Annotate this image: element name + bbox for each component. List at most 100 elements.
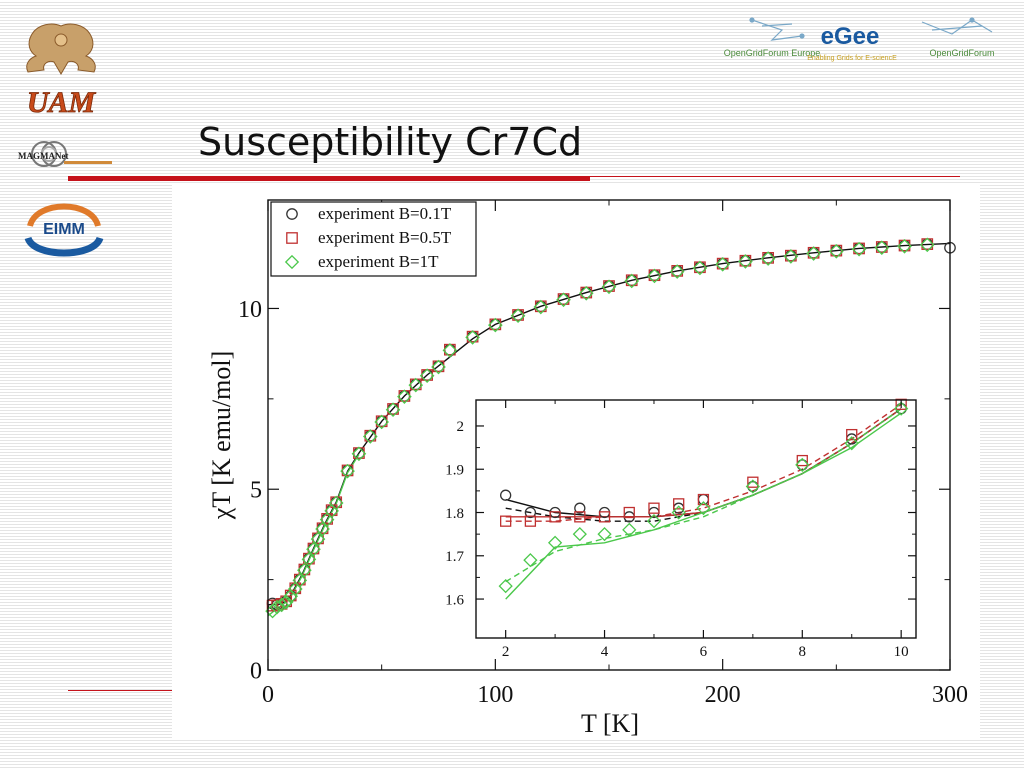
- inset-point-square: [796, 454, 808, 467]
- inset-point-diamond: [671, 505, 686, 520]
- inset-fit-curve-4: [505, 412, 902, 600]
- main-point-diamond: [431, 359, 446, 375]
- footer-rule: [68, 690, 172, 691]
- main-point-diamond: [328, 495, 344, 511]
- main-point-diamond: [306, 541, 321, 557]
- legend-marker-square: [286, 232, 298, 244]
- main-point-diamond: [301, 552, 317, 567]
- eimm-logo-text: EIMM: [43, 221, 85, 238]
- main-point-diamond: [738, 254, 753, 269]
- magmanet-logo: MAGMANet: [18, 141, 112, 167]
- inset-point-diamond: [646, 514, 662, 529]
- inset-point-square: [598, 511, 611, 523]
- inset-point-square: [697, 493, 710, 506]
- main-point-diamond: [419, 368, 435, 384]
- susceptibility-chart: 0 100 200 300 0 5 10 T [K] χT [K emu/mol] experim…: [207, 199, 968, 738]
- main-point-diamond: [601, 279, 617, 295]
- main-x-tick-label: 0: [262, 682, 274, 708]
- main-point-diamond: [278, 594, 294, 610]
- ogf-europe-text: OpenGridForum Europe: [724, 48, 821, 58]
- inset-point-square: [673, 498, 685, 510]
- slide-title: Susceptibility Cr7Cd: [198, 120, 583, 164]
- inset-point-diamond: [745, 479, 760, 494]
- main-point-diamond: [488, 317, 503, 333]
- inset-x-tick-label: 10: [894, 644, 909, 660]
- main-point-diamond: [783, 249, 799, 264]
- main-point-diamond: [351, 446, 367, 462]
- chart-panel: 0 100 200 300 0 5 10 T [K] χT [K emu/mol] experim…: [172, 184, 980, 738]
- main-point-diamond: [669, 264, 685, 279]
- main-point-diamond: [851, 241, 867, 257]
- eimm-orange-arc-icon: [27, 203, 101, 228]
- inset-point-square: [846, 428, 858, 441]
- eimm-logo: EIMM: [24, 203, 104, 257]
- inset-point-diamond: [572, 527, 587, 542]
- main-point-diamond: [283, 588, 299, 604]
- inset-y-tick-label: 1.7: [445, 549, 464, 565]
- inset-x-tick-label: 8: [799, 644, 807, 660]
- main-point-diamond: [647, 268, 662, 284]
- uam-logo-text: UAM: [27, 86, 97, 118]
- grid-partners-banner: OpenGridForum Europe eGee Enabling Grids…: [724, 17, 995, 62]
- magmanet-rings-icon: [31, 141, 67, 167]
- eagle-emblem-icon: [26, 23, 96, 75]
- main-y-tick-label: 5: [250, 478, 262, 504]
- main-x-tick-label: 200: [705, 682, 741, 708]
- title-underline-thin: [590, 176, 960, 177]
- main-point-diamond: [442, 343, 458, 358]
- inset-x-tick-label: 6: [700, 644, 708, 660]
- magmanet-logo-text: MAGMANet: [18, 151, 68, 161]
- inset-point-diamond: [498, 578, 513, 594]
- grid-network-icon: [749, 17, 993, 41]
- inset-point-circle: [574, 502, 586, 514]
- main-point-diamond: [315, 521, 330, 537]
- inset-fit-curve-5: [505, 408, 902, 583]
- egee-subtitle-text: Enabling Grids for E-sciencE: [807, 55, 897, 62]
- inset-y-tick-label: 1.8: [445, 506, 464, 522]
- title-underline-red: [68, 176, 590, 181]
- main-point-diamond: [310, 531, 326, 547]
- main-point-diamond: [465, 330, 480, 345]
- egee-logo-text: eGee: [821, 23, 880, 50]
- inset-point-circle: [500, 489, 512, 501]
- inset-point-diamond: [894, 401, 909, 416]
- main-point-diamond: [806, 246, 821, 261]
- inset-point-diamond: [523, 552, 538, 568]
- main-y-tick-label: 0: [250, 658, 262, 684]
- ogf-text: OpenGridForum: [929, 48, 994, 58]
- inset-point-circle: [524, 506, 537, 519]
- main-point-diamond: [292, 573, 308, 588]
- main-x-tick-label: 300: [932, 682, 968, 708]
- inset-point-square: [549, 511, 561, 523]
- inset-point-square: [747, 476, 759, 488]
- inset-fit-curve-3: [505, 403, 902, 522]
- inset-plot-frame: [475, 399, 917, 639]
- main-point-diamond: [297, 562, 312, 578]
- inset-point-diamond: [844, 436, 859, 451]
- x-axis-title: T [K]: [581, 709, 639, 738]
- main-point-diamond: [760, 251, 776, 266]
- main-point-diamond: [274, 597, 289, 613]
- legend-marker-diamond: [284, 254, 300, 270]
- main-point-diamond: [533, 299, 549, 315]
- inset-x-tick-label: 4: [601, 644, 609, 660]
- main-point-diamond: [829, 244, 844, 259]
- uam-logo: UAM: [26, 23, 97, 118]
- main-point-diamond: [692, 260, 708, 276]
- inset-y-tick-label: 2: [457, 419, 465, 435]
- main-point-diamond: [510, 308, 526, 324]
- inset-point-square: [623, 506, 635, 519]
- legend-label: experiment B=1T: [318, 252, 439, 271]
- main-point-diamond: [919, 237, 935, 253]
- main-y-tick-label: 10: [238, 297, 262, 323]
- main-point-diamond: [715, 257, 730, 272]
- inset-x-tick-label: 2: [502, 644, 510, 660]
- inset-point-square: [574, 511, 586, 523]
- inset-point-square: [524, 515, 537, 527]
- main-point-diamond: [340, 463, 355, 479]
- inset-y-tick-label: 1.9: [445, 462, 464, 478]
- inset-y-tick-label: 1.6: [445, 592, 464, 608]
- inset-point-diamond: [547, 535, 563, 550]
- main-point-diamond: [624, 273, 640, 289]
- eimm-blue-arc-icon: [24, 236, 104, 257]
